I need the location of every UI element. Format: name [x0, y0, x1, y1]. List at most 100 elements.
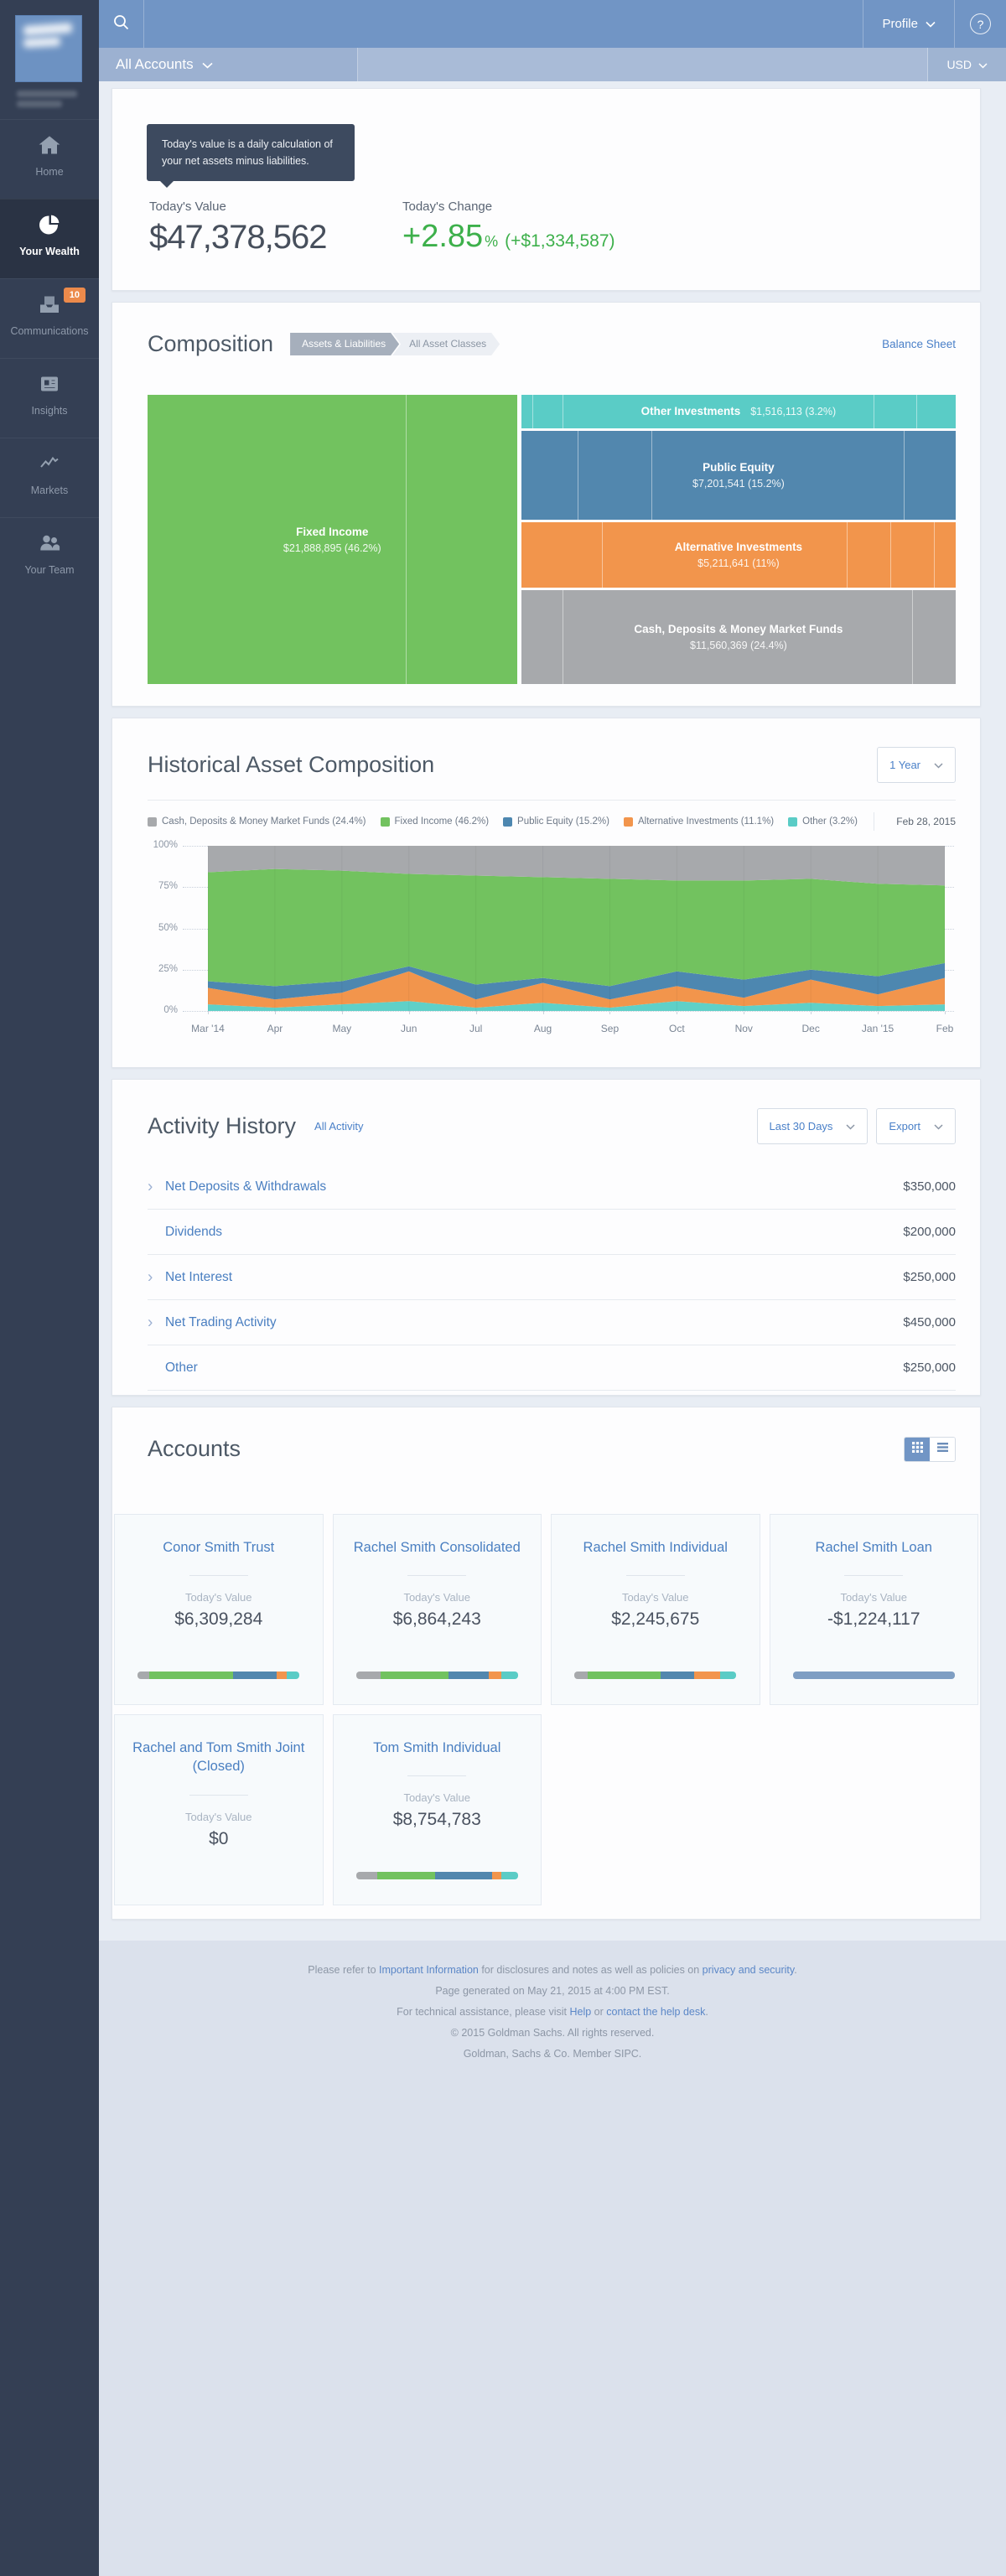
- account-selector[interactable]: All Accounts: [99, 48, 358, 81]
- chevron-down-icon: [926, 17, 936, 31]
- allocation-segment: [574, 1672, 588, 1679]
- account-name[interactable]: Rachel Smith Consolidated: [353, 1540, 521, 1555]
- activity-range-dropdown[interactable]: Last 30 Days: [756, 1108, 869, 1144]
- list-view-button[interactable]: [930, 1437, 955, 1461]
- composition-title: Composition: [148, 331, 274, 356]
- pie-chart-icon: [0, 214, 99, 239]
- account-tile[interactable]: Rachel Smith Individual Today's Value $2,2…: [551, 1514, 760, 1705]
- x-axis-tick: [208, 1011, 209, 1014]
- treemap-block-public-equity[interactable]: Public Equity $7,201,541 (15.2%): [521, 431, 956, 520]
- view-toggle: [904, 1436, 956, 1462]
- sidebar-item-your-wealth[interactable]: Your Wealth: [0, 199, 99, 278]
- allocation-segment: [380, 1672, 449, 1679]
- export-dropdown[interactable]: Export: [876, 1108, 956, 1144]
- todays-value-label: Today's Value: [403, 1591, 471, 1604]
- activity-title: Activity History: [148, 1113, 297, 1138]
- breadcrumb-assets-liabilities[interactable]: Assets & Liabilities: [290, 333, 399, 355]
- todays-change-label: Today's Change: [402, 200, 493, 214]
- sidebar-item-markets[interactable]: Markets: [0, 438, 99, 517]
- currency-selector[interactable]: USD: [927, 48, 1006, 81]
- treemap-block-fixed-income[interactable]: Fixed Income $21,888,895 (46.2%): [148, 395, 517, 684]
- account-value: -$1,224,117: [827, 1609, 920, 1630]
- logo[interactable]: [0, 0, 99, 107]
- help-button[interactable]: ?: [954, 0, 1006, 48]
- account-name[interactable]: Rachel and Tom Smith Joint (Closed): [132, 1740, 305, 1775]
- legend-swatch: [623, 816, 633, 827]
- x-axis-label: Aug: [533, 1023, 552, 1034]
- profile-label: Profile: [882, 17, 918, 31]
- legend-label: Cash, Deposits & Money Market Funds (24.…: [162, 816, 366, 827]
- legend-item: Fixed Income (46.2%): [380, 816, 489, 827]
- allocation-segment: [491, 1872, 502, 1879]
- chevron-right-icon[interactable]: ›: [148, 1178, 153, 1195]
- account-value: $2,245,675: [611, 1609, 700, 1630]
- sidebar-item-insights[interactable]: Insights: [0, 358, 99, 438]
- help-link[interactable]: Help: [569, 2006, 592, 2018]
- help-desk-link[interactable]: contact the help desk: [606, 2006, 706, 2018]
- sidebar-item-communications[interactable]: 10 Communications: [0, 278, 99, 358]
- grid-view-button[interactable]: [905, 1437, 930, 1461]
- footer-line-disclosures: Please refer to Important Information fo…: [308, 1964, 797, 1976]
- chevron-down-icon: [846, 1120, 855, 1133]
- treemap-block-value: $5,211,641 (11%): [697, 557, 780, 569]
- sidebar-item-label: Communications: [10, 325, 89, 337]
- treemap-block-other-investments[interactable]: Other Investments $1,516,113 (3.2%): [521, 395, 956, 428]
- inbox-icon: [0, 293, 99, 319]
- sidebar-item-your-team[interactable]: Your Team: [0, 517, 99, 597]
- range-dropdown[interactable]: 1 Year: [877, 747, 956, 783]
- chevron-right-icon[interactable]: ›: [148, 1268, 153, 1286]
- activity-row-label[interactable]: Dividends: [165, 1224, 223, 1239]
- privacy-security-link[interactable]: privacy and security: [702, 1964, 795, 1976]
- account-name[interactable]: Rachel Smith Loan: [815, 1540, 932, 1555]
- logo-blurred-text: [23, 36, 61, 49]
- account-name[interactable]: Tom Smith Individual: [373, 1740, 501, 1755]
- chevron-right-icon[interactable]: ›: [148, 1314, 153, 1331]
- activity-row-label[interactable]: Net Trading Activity: [165, 1314, 277, 1329]
- account-name[interactable]: Rachel Smith Individual: [583, 1540, 728, 1555]
- footer-line-assistance: For technical assistance, please visit H…: [397, 2006, 708, 2018]
- allocation-bar: [574, 1672, 737, 1679]
- logo-image: [15, 15, 82, 82]
- sidebar-item-home[interactable]: Home: [0, 119, 99, 199]
- account-value: $6,864,243: [392, 1609, 481, 1630]
- chevron-down-icon: [934, 1120, 943, 1133]
- activity-row-amount: $200,000: [903, 1225, 956, 1239]
- todays-value: $47,378,562: [149, 219, 327, 256]
- accounts-title: Accounts: [148, 1436, 241, 1461]
- treemap-block-cash-deposits-money-market-funds[interactable]: Cash, Deposits & Money Market Funds $11,5…: [521, 590, 956, 684]
- allocation-segment: [435, 1872, 492, 1879]
- account-tile[interactable]: Rachel Smith Consolidated Today's Value $6…: [332, 1514, 542, 1705]
- activity-row-amount: $250,000: [903, 1270, 956, 1284]
- search-button[interactable]: [99, 0, 144, 48]
- x-axis-label: Feb: [936, 1023, 954, 1034]
- account-tile[interactable]: Conor Smith Trust Today's Value $6,309,284: [114, 1514, 324, 1705]
- account-tile[interactable]: Tom Smith Individual Today's Value $8,754,…: [332, 1714, 542, 1905]
- all-activity-link[interactable]: All Activity: [314, 1120, 364, 1133]
- tooltip-arrow: [160, 181, 174, 188]
- allocation-segment: [286, 1672, 300, 1679]
- allocation-bar: [792, 1672, 955, 1679]
- account-tile[interactable]: Rachel and Tom Smith Joint (Closed) Today…: [114, 1714, 324, 1905]
- activity-row-label[interactable]: Net Deposits & Withdrawals: [165, 1179, 327, 1194]
- breadcrumb-all-asset-classes[interactable]: All Asset Classes: [392, 333, 500, 355]
- x-axis-tick: [878, 1011, 879, 1014]
- sidebar: Home Your Wealth 10 Communications Insi: [0, 0, 99, 2576]
- balance-sheet-link[interactable]: Balance Sheet: [882, 338, 956, 350]
- treemap-block-value: $21,888,895 (46.2%): [283, 542, 381, 554]
- x-axis-label: Dec: [801, 1023, 820, 1034]
- treemap-block-alternative-investments[interactable]: Alternative Investments $5,211,641 (11%): [521, 522, 956, 588]
- account-tile[interactable]: Rachel Smith Loan Today's Value -$1,224,11…: [769, 1514, 978, 1705]
- activity-row-label[interactable]: Net Interest: [165, 1269, 233, 1284]
- historical-title: Historical Asset Composition: [148, 752, 435, 777]
- allocation-segment: [694, 1672, 720, 1679]
- todays-value-label: Today's Value: [621, 1591, 689, 1604]
- x-axis-label: Nov: [734, 1023, 753, 1034]
- important-information-link[interactable]: Important Information: [379, 1964, 479, 1976]
- activity-row-label[interactable]: Other: [165, 1360, 198, 1375]
- tile-divider: [189, 1794, 248, 1796]
- account-name[interactable]: Conor Smith Trust: [163, 1540, 275, 1555]
- profile-menu[interactable]: Profile: [863, 0, 954, 48]
- treemap-label: Cash, Deposits & Money Market Funds $11,5…: [521, 623, 956, 651]
- legend-label: Other (3.2%): [802, 816, 858, 827]
- sidebar-nav: Home Your Wealth 10 Communications Insi: [0, 119, 99, 597]
